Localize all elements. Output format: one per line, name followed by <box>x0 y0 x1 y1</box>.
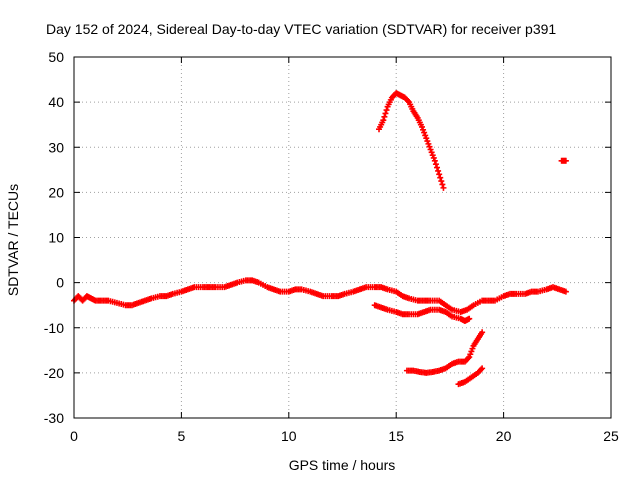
data-point <box>479 329 486 336</box>
series-arc-low <box>403 329 486 376</box>
data-point <box>468 348 475 355</box>
y-tick-label: 10 <box>48 230 64 246</box>
data-point <box>381 113 388 120</box>
series-arc-lower <box>455 365 486 388</box>
y-tick-label: -30 <box>44 410 64 426</box>
y-axis-label: SDTVAR / TECUs <box>5 184 21 296</box>
grid-layer <box>74 57 611 418</box>
data-point <box>562 288 569 295</box>
data-point <box>424 138 431 145</box>
data-point <box>380 117 387 124</box>
data-point <box>425 140 432 147</box>
data-point <box>430 154 437 161</box>
series-isolated <box>558 157 569 164</box>
y-tick-label: 20 <box>48 184 64 200</box>
data-point <box>426 143 433 150</box>
x-tick-label: 5 <box>178 428 186 444</box>
data-point <box>432 161 439 168</box>
y-tick-label: -10 <box>44 320 64 336</box>
data-points <box>71 90 569 388</box>
data-point <box>435 167 442 174</box>
x-tick-label: 0 <box>70 428 78 444</box>
x-tick-label: 20 <box>496 428 512 444</box>
data-point <box>431 157 438 164</box>
data-point <box>437 174 444 181</box>
series-arc-high <box>376 90 447 191</box>
data-point <box>438 178 445 185</box>
data-point <box>423 135 430 142</box>
chart-title: Day 152 of 2024, Sidereal Day-to-day VTE… <box>46 21 556 37</box>
data-point <box>420 126 427 133</box>
plot-frame <box>73 56 612 419</box>
y-tick-label: -20 <box>44 365 64 381</box>
data-point <box>428 149 435 156</box>
data-point <box>467 351 474 358</box>
data-point <box>465 355 472 362</box>
series-secondary-band <box>371 302 473 324</box>
data-point <box>422 132 429 139</box>
y-tick-label: 30 <box>48 139 64 155</box>
x-tick-label: 15 <box>388 428 404 444</box>
data-point <box>439 181 446 188</box>
data-point <box>562 157 569 164</box>
data-point <box>440 184 447 191</box>
data-point <box>436 171 443 178</box>
x-axis-label: GPS time / hours <box>289 457 396 473</box>
data-point <box>382 110 389 117</box>
data-point <box>383 107 390 114</box>
series-main-band <box>71 277 569 315</box>
tick-layer: 0 5 10 15 20 25 -30 -20 -10 0 10 20 30 40 50 <box>44 49 619 444</box>
data-point <box>469 345 476 352</box>
data-point <box>434 164 441 171</box>
data-point <box>479 365 486 372</box>
data-point <box>466 315 473 322</box>
data-point <box>418 123 425 130</box>
data-point <box>478 366 485 373</box>
data-point <box>405 97 412 104</box>
x-tick-label: 10 <box>281 428 297 444</box>
y-tick-label: 0 <box>56 275 64 291</box>
x-tick-label: 25 <box>603 428 619 444</box>
data-point <box>466 354 473 361</box>
data-point <box>427 146 434 153</box>
y-tick-label: 40 <box>48 94 64 110</box>
data-point <box>429 152 436 159</box>
y-tick-label: 50 <box>48 49 64 65</box>
data-point <box>421 129 428 136</box>
